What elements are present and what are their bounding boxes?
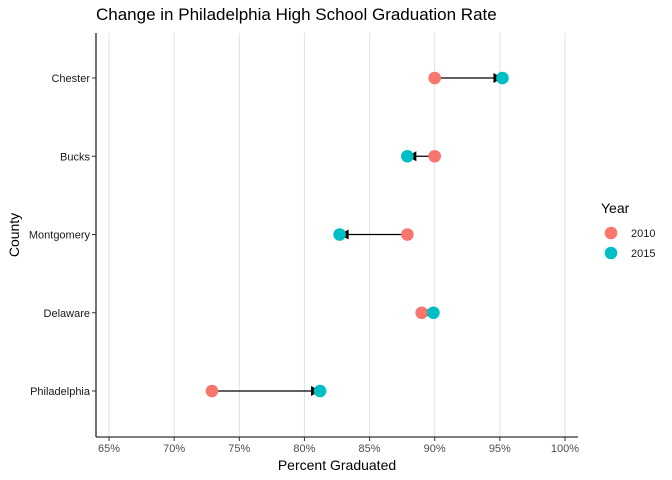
y-tick-label-delaware: Delaware <box>44 308 90 320</box>
point-2010-montgomery <box>401 228 414 241</box>
x-tick-label: 70% <box>163 443 185 455</box>
y-tick-label-montgomery: Montgomery <box>29 230 91 242</box>
x-tick-label: 100% <box>551 443 579 455</box>
legend-key-2015 <box>604 246 618 260</box>
x-axis-title: Percent Graduated <box>278 457 396 473</box>
legend: Year 2010 2015 <box>601 200 655 260</box>
arrow-chester <box>434 73 503 83</box>
point-2015-delaware <box>427 306 440 320</box>
y-tick-label-chester: Chester <box>51 73 90 85</box>
point-2015-bucks <box>401 149 414 163</box>
x-tick-label: 80% <box>293 443 315 455</box>
x-tick-label: 65% <box>98 443 120 455</box>
legend-label-2010: 2010 <box>631 228 655 240</box>
y-tick-label-bucks: Bucks <box>60 151 90 163</box>
point-2010-philadelphia <box>205 384 219 398</box>
y-axis-ticks: Chester Bucks Montgomery Delaware Philadelph… <box>29 73 96 398</box>
point-2015-philadelphia <box>313 384 327 398</box>
data-points <box>205 71 509 398</box>
x-tick-label: 85% <box>359 443 381 455</box>
y-tick-label-philadelphia: Philadelphia <box>30 386 91 398</box>
legend-title: Year <box>601 200 630 216</box>
x-tick-label: 75% <box>228 443 250 455</box>
legend-key-2010 <box>604 226 618 240</box>
chart-title: Change in Philadelphia High School Gradu… <box>96 5 497 24</box>
legend-label-2015: 2015 <box>631 248 655 260</box>
point-2015-chester <box>496 71 509 85</box>
x-tick-label: 95% <box>489 443 511 455</box>
point-2015-montgomery <box>333 228 346 241</box>
point-2010-chester <box>428 71 442 85</box>
point-2010-bucks <box>428 149 442 163</box>
point-2010-delaware <box>415 306 428 320</box>
change-arrows <box>211 73 503 396</box>
arrow-montgomery <box>339 229 408 240</box>
x-axis-ticks: 65% 70% 75% 80% 85% 90% 95% 100% <box>98 437 579 455</box>
y-axis-title: County <box>6 213 22 257</box>
x-tick-label: 90% <box>424 443 446 455</box>
arrow-philadelphia <box>211 386 321 396</box>
